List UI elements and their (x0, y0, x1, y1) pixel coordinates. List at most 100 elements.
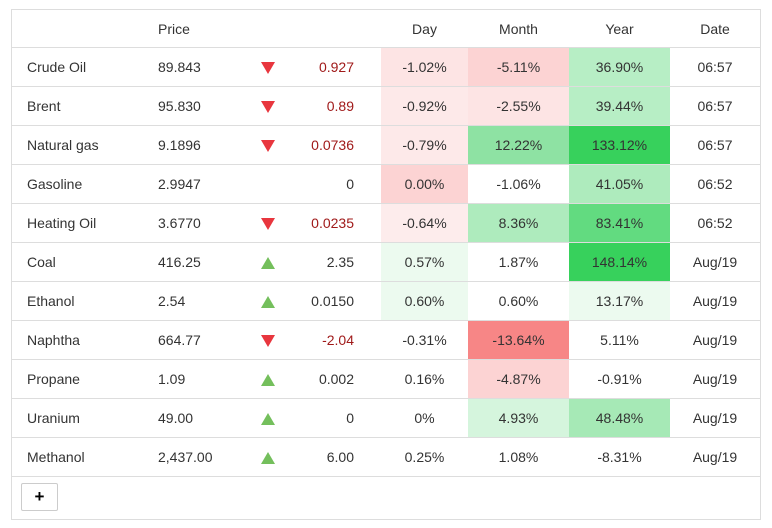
price-cell: 2.54 (143, 281, 239, 321)
header-year[interactable]: Year (569, 10, 670, 48)
date-cell: 06:57 (670, 125, 760, 165)
change-cell: 0.0150 (286, 281, 381, 321)
commodity-name-link[interactable]: Natural gas (12, 125, 143, 165)
table-row: Naphtha 664.77 -2.04 -0.31% -13.64% 5.11% Aug/… (12, 320, 760, 360)
price-cell: 9.1896 (143, 125, 239, 165)
date-cell: Aug/19 (670, 437, 760, 477)
table-row: Ethanol 2.54 0.0150 0.60% 0.60% 13.17% Aug/19 (12, 281, 760, 321)
change-cell: 0.89 (286, 86, 381, 126)
header-month[interactable]: Month (468, 10, 569, 48)
year-change-cell: 41.05% (569, 164, 670, 204)
month-change-cell: -4.87% (468, 359, 569, 399)
triangle-down-icon (261, 218, 275, 231)
direction-cell (239, 320, 286, 360)
commodity-name-link[interactable]: Gasoline (12, 164, 143, 204)
change-cell: 0 (286, 398, 381, 438)
price-cell: 2,437.00 (143, 437, 239, 477)
direction-cell (239, 164, 286, 204)
direction-cell (239, 437, 286, 477)
table-row: Natural gas 9.1896 0.0736 -0.79% 12.22% 133.1… (12, 125, 760, 165)
table-row: Propane 1.09 0.002 0.16% -4.87% -0.91% Aug/19 (12, 359, 760, 399)
commodity-name-link[interactable]: Brent (12, 86, 143, 126)
month-change-cell: 1.87% (468, 242, 569, 282)
direction-cell (239, 359, 286, 399)
date-cell: Aug/19 (670, 359, 760, 399)
direction-cell (239, 86, 286, 126)
commodity-name-link[interactable]: Propane (12, 359, 143, 399)
triangle-down-icon (261, 140, 275, 153)
date-cell: Aug/19 (670, 242, 760, 282)
header-price[interactable]: Price (143, 10, 239, 48)
change-cell: -2.04 (286, 320, 381, 360)
direction-cell (239, 281, 286, 321)
day-change-cell: 0.00% (381, 164, 468, 204)
direction-cell (239, 203, 286, 243)
day-change-cell: 0.16% (381, 359, 468, 399)
triangle-up-icon (261, 257, 275, 270)
date-cell: Aug/19 (670, 398, 760, 438)
table-row: Crude Oil 89.843 0.927 -1.02% -5.11% 36.90% 06… (12, 47, 760, 87)
price-cell: 3.6770 (143, 203, 239, 243)
day-change-cell: 0.60% (381, 281, 468, 321)
add-button[interactable]: + (21, 483, 58, 511)
date-cell: Aug/19 (670, 320, 760, 360)
commodity-name-link[interactable]: Ethanol (12, 281, 143, 321)
commodity-name-link[interactable]: Crude Oil (12, 47, 143, 87)
triangle-up-icon (261, 374, 275, 387)
change-cell: 0 (286, 164, 381, 204)
month-change-cell: 4.93% (468, 398, 569, 438)
date-cell: 06:57 (670, 47, 760, 87)
commodity-name-link[interactable]: Methanol (12, 437, 143, 477)
header-day[interactable]: Day (381, 10, 468, 48)
commodity-name-link[interactable]: Uranium (12, 398, 143, 438)
month-change-cell: 1.08% (468, 437, 569, 477)
day-change-cell: 0.25% (381, 437, 468, 477)
change-cell: 2.35 (286, 242, 381, 282)
date-cell: Aug/19 (670, 281, 760, 321)
price-cell: 416.25 (143, 242, 239, 282)
change-cell: 0.927 (286, 47, 381, 87)
year-change-cell: 39.44% (569, 86, 670, 126)
price-cell: 95.830 (143, 86, 239, 126)
commodity-name-link[interactable]: Naphtha (12, 320, 143, 360)
triangle-down-icon (261, 101, 275, 114)
table-row: Heating Oil 3.6770 0.0235 -0.64% 8.36% 83.41%… (12, 203, 760, 243)
month-change-cell: 8.36% (468, 203, 569, 243)
year-change-cell: 148.14% (569, 242, 670, 282)
table-row: Gasoline 2.9947 0 0.00% -1.06% 41.05% 06:52 (12, 164, 760, 204)
year-change-cell: 5.11% (569, 320, 670, 360)
direction-cell (239, 242, 286, 282)
day-change-cell: -0.92% (381, 86, 468, 126)
change-cell: 0.0235 (286, 203, 381, 243)
triangle-up-icon (261, 413, 275, 426)
day-change-cell: -0.64% (381, 203, 468, 243)
year-change-cell: 13.17% (569, 281, 670, 321)
commodities-table: Price Day Month Year Date Crude Oil 89.84… (12, 10, 760, 477)
table-row: Brent 95.830 0.89 -0.92% -2.55% 39.44% 06:57 (12, 86, 760, 126)
month-change-cell: -1.06% (468, 164, 569, 204)
direction-cell (239, 125, 286, 165)
header-date[interactable]: Date (670, 10, 760, 48)
triangle-up-icon (261, 296, 275, 309)
commodity-name-link[interactable]: Coal (12, 242, 143, 282)
year-change-cell: 36.90% (569, 47, 670, 87)
date-cell: 06:52 (670, 203, 760, 243)
triangle-down-icon (261, 62, 275, 75)
price-cell: 664.77 (143, 320, 239, 360)
day-change-cell: 0.57% (381, 242, 468, 282)
year-change-cell: -8.31% (569, 437, 670, 477)
header-change (286, 10, 381, 48)
commodity-name-link[interactable]: Heating Oil (12, 203, 143, 243)
month-change-cell: 0.60% (468, 281, 569, 321)
table-header-row: Price Day Month Year Date (12, 10, 760, 48)
day-change-cell: -1.02% (381, 47, 468, 87)
table-row: Uranium 49.00 0 0% 4.93% 48.48% Aug/19 (12, 398, 760, 438)
month-change-cell: -13.64% (468, 320, 569, 360)
day-change-cell: -0.31% (381, 320, 468, 360)
date-cell: 06:57 (670, 86, 760, 126)
change-cell: 6.00 (286, 437, 381, 477)
day-change-cell: 0% (381, 398, 468, 438)
price-cell: 1.09 (143, 359, 239, 399)
table-row: Methanol 2,437.00 6.00 0.25% 1.08% -8.31% Aug/… (12, 437, 760, 477)
price-cell: 2.9947 (143, 164, 239, 204)
